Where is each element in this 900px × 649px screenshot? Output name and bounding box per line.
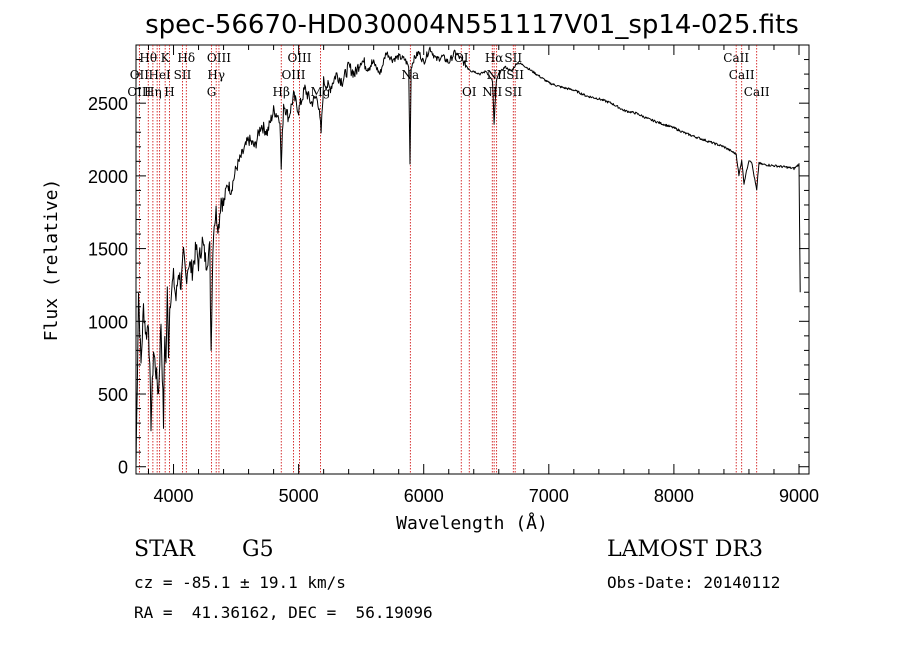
y-tick-label: 500: [98, 385, 128, 405]
object-class: STAR: [134, 537, 195, 562]
survey-name: LAMOST DR3: [607, 537, 763, 562]
line-label: SII: [174, 68, 192, 82]
line-label: SII: [504, 85, 522, 99]
line-label: OIII: [287, 51, 311, 65]
x-tick-label: 9000: [779, 486, 819, 506]
x-tick-label: 7000: [529, 486, 569, 506]
x-axis: 4000 5000 6000 7000 8000 9000: [148, 45, 819, 506]
line-label: Hδ: [177, 51, 195, 65]
line-label: CaII: [723, 51, 749, 65]
spectrum-line: [135, 46, 801, 467]
x-tick-label: 4000: [154, 486, 194, 506]
x-axis-label: Wavelength (Å): [396, 512, 548, 534]
spectrum-series: [135, 46, 801, 467]
x-tick-label: 8000: [654, 486, 694, 506]
line-label: OI: [462, 85, 477, 99]
plot-frame: [135, 44, 810, 475]
x-tick-label: 5000: [279, 486, 319, 506]
redshift-text: cz = -85.1 ± 19.1 km/s: [134, 573, 346, 592]
line-label: CaII: [744, 85, 770, 99]
object-subclass: G5: [242, 537, 274, 562]
line-label: OIII: [281, 68, 305, 82]
y-tick-label: 0: [118, 458, 128, 478]
line-label: Hβ: [273, 85, 290, 99]
line-label: H: [164, 85, 174, 99]
line-label: SII: [504, 51, 522, 65]
y-tick-label: 2000: [88, 167, 128, 187]
line-label: Na: [402, 68, 420, 82]
line-label: K: [161, 51, 171, 65]
y-axis-label: Flux (relative): [41, 179, 62, 342]
line-label: Hη: [144, 85, 162, 99]
y-tick-label: 1500: [88, 240, 128, 260]
line-label: NII: [487, 68, 507, 82]
observation-date: Obs-Date: 20140112: [607, 573, 781, 592]
line-label: G: [207, 85, 217, 99]
x-tick-label: 6000: [404, 486, 444, 506]
line-label: Hθ: [139, 51, 157, 65]
y-tick-label: 2500: [88, 94, 128, 114]
line-label: OII: [130, 68, 150, 82]
line-label: NII: [482, 85, 502, 99]
line-label: Hγ: [207, 68, 225, 82]
y-axis: 0 500 1000 1500 2000 2500: [88, 59, 809, 478]
line-label: Hα: [485, 51, 504, 65]
line-label: SII: [506, 68, 524, 82]
line-label: OIII: [207, 51, 231, 65]
line-label: CaII: [729, 68, 755, 82]
y-tick-label: 1000: [88, 312, 128, 332]
coordinates-text: RA = 41.36162, DEC = 56.19096: [134, 603, 433, 622]
line-label: HeI: [148, 68, 171, 82]
chart-title: spec-56670-HD030004N551117V01_sp14-025.f…: [145, 10, 799, 40]
line-label: OIII: [127, 85, 151, 99]
emission-line-markers: [138, 45, 758, 474]
